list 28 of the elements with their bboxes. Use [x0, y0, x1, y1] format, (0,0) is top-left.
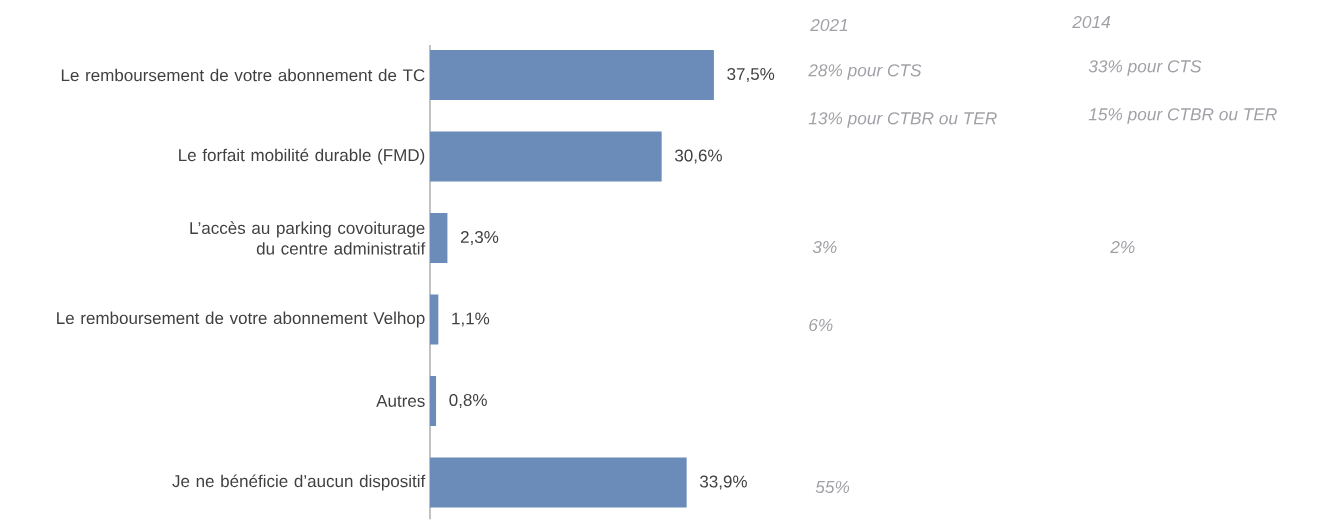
data-label: 0,8% — [449, 393, 487, 409]
data-label: 2,3% — [460, 230, 499, 246]
text: 2014 — [1072, 15, 1111, 29]
y-tick-label: Autres — [376, 395, 425, 407]
bar — [430, 131, 662, 182]
bar — [430, 376, 437, 427]
bar — [430, 213, 448, 263]
data-label: 33,9% — [699, 475, 747, 490]
y-tick-label: Le forfait mobilité durable (FMD) — [179, 148, 425, 165]
text: 15% pour CTBR ou TER — [1088, 108, 1277, 124]
text: 3% — [812, 240, 837, 254]
data-label: 1,1% — [452, 312, 490, 327]
text: 13% pour CTBR ou TER — [808, 112, 997, 128]
text: 55% — [815, 480, 850, 494]
text: 2% — [1110, 240, 1135, 254]
data-label: 37,5% — [727, 67, 775, 83]
y-tick-label: Le remboursement de votre abonnement Velhop — [57, 311, 425, 328]
text: 33% pour CTS — [1088, 60, 1202, 76]
y-tick-label: L’accès au parking covoiturage du centre administratif — [190, 221, 426, 255]
text: 2021 — [810, 18, 848, 32]
data-label: 30,6% — [675, 149, 722, 164]
y-tick-label: Le remboursement de votre abonnement de TC — [61, 68, 425, 82]
bar — [430, 457, 687, 508]
text: 6% — [809, 318, 833, 332]
bar — [430, 50, 714, 100]
text: 28% pour CTS — [808, 64, 922, 80]
y-tick-label: Je ne bénéficie d’aucun dispositif — [172, 474, 426, 491]
bar — [430, 294, 439, 345]
